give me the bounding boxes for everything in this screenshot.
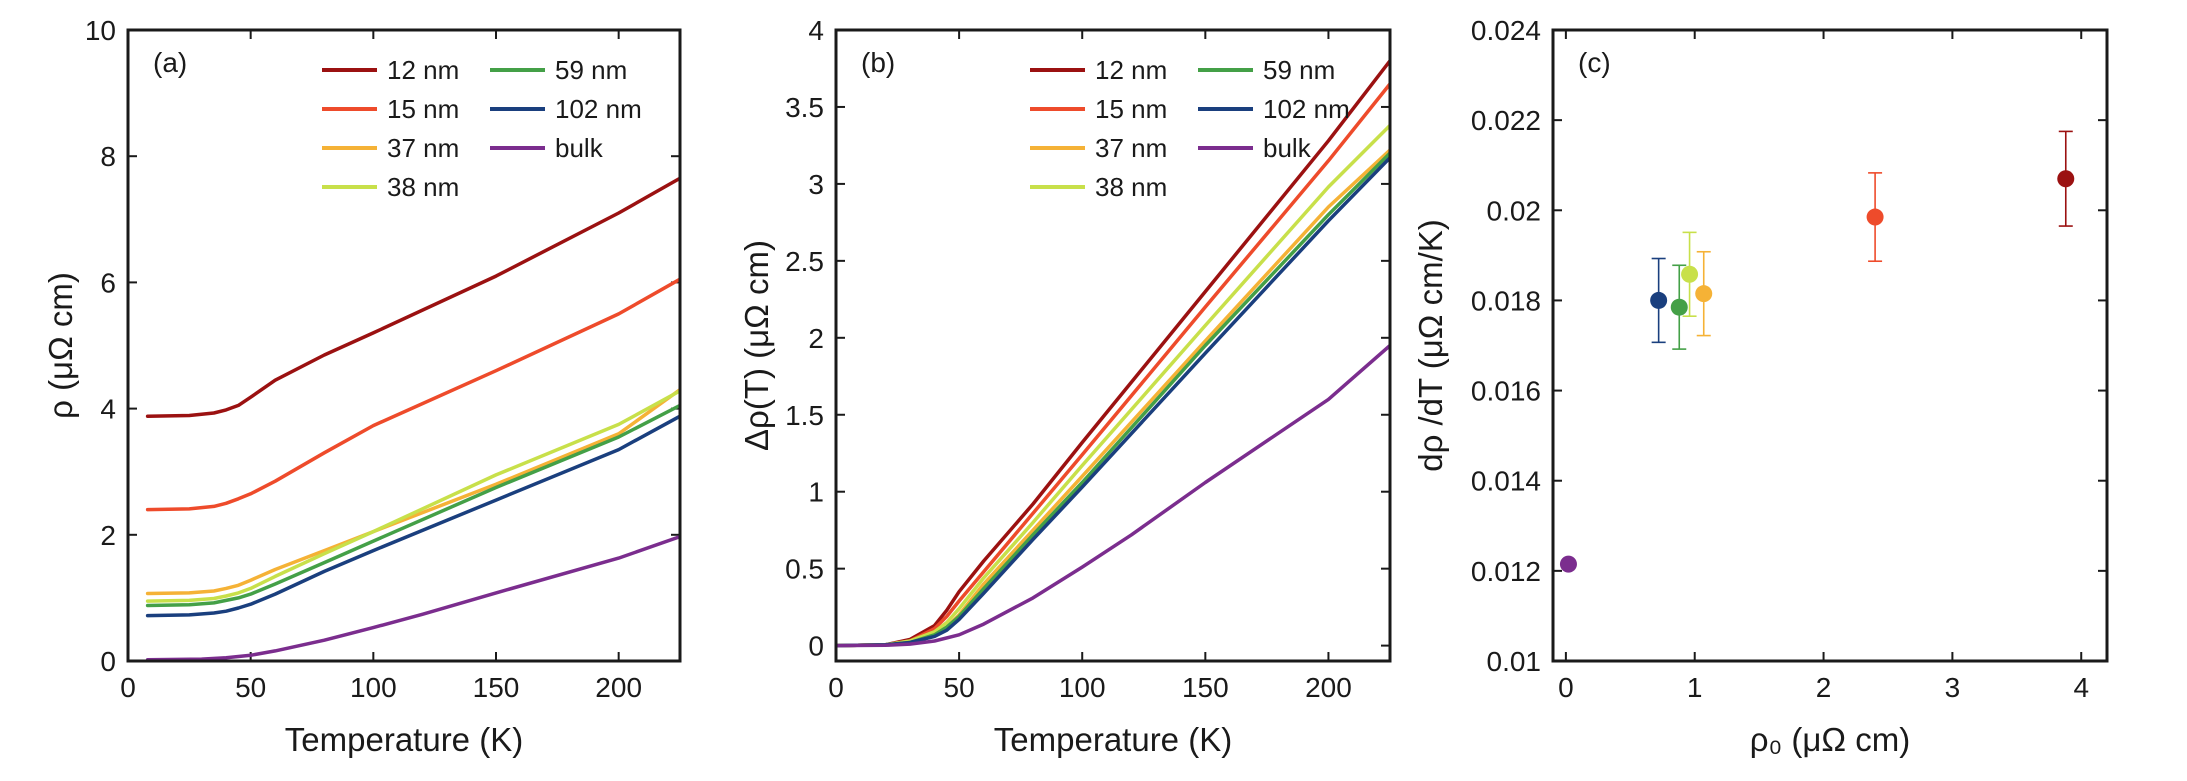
y-tick-label: 2 — [100, 520, 116, 551]
y-tick-label: 8 — [100, 141, 116, 172]
panel-label: (c) — [1578, 47, 1611, 78]
legend-label: 12 nm — [387, 55, 459, 85]
series-line-38-nm — [145, 389, 680, 603]
panel-label: (a) — [153, 47, 187, 78]
panel-label: (b) — [861, 47, 895, 78]
plot-area — [836, 59, 1390, 648]
y-tick-label: 2.5 — [785, 246, 824, 277]
y-tick-label: 0.022 — [1471, 105, 1541, 136]
legend-label: 15 nm — [1095, 94, 1167, 124]
legend-label: 38 nm — [387, 172, 459, 202]
x-tick-label: 200 — [1305, 672, 1352, 703]
y-tick-label: 10 — [85, 15, 116, 46]
series-line-37-nm — [145, 387, 680, 596]
x-tick-label: 0 — [1558, 672, 1574, 703]
series-line-15-nm — [145, 277, 680, 512]
legend-label: 59 nm — [555, 55, 627, 85]
y-axis-label: ρ (μΩ cm) — [42, 272, 79, 419]
x-tick-label: 4 — [2073, 672, 2089, 703]
legend: 12 nm 15 nm 37 nm 38 nm 59 nm 102 nm bulk — [322, 55, 642, 202]
legend-label: bulk — [1263, 133, 1312, 163]
x-tick-label: 200 — [595, 672, 642, 703]
plot-area — [1559, 130, 2075, 573]
y-tick-label: 3.5 — [785, 92, 824, 123]
point-bulk — [1559, 555, 1577, 573]
y-tick-label: 0 — [808, 631, 824, 662]
y-tick-label: 4 — [100, 394, 116, 425]
y-tick-label: 0 — [100, 646, 116, 677]
x-tick-label: 100 — [1059, 672, 1106, 703]
y-axis-label: Δρ(T) (μΩ cm) — [738, 240, 775, 451]
legend-label: 59 nm — [1263, 55, 1335, 85]
point-59-nm — [1670, 298, 1688, 316]
point-15-nm — [1866, 208, 1884, 226]
panel-1: 0 50 100 150 200 0 2 4 6 8 10 (a) Temperature (K) ρ (… — [42, 15, 682, 758]
x-tick-label: 150 — [1182, 672, 1229, 703]
y-tick-label: 0.012 — [1471, 556, 1541, 587]
series-line-38-nm — [836, 123, 1390, 648]
legend-label: bulk — [555, 133, 604, 163]
legend-label: 37 nm — [1095, 133, 1167, 163]
x-axis-label: Temperature (K) — [285, 721, 523, 758]
series-line-bulk — [145, 534, 680, 661]
x-tick-label: 2 — [1816, 672, 1832, 703]
series-line-59-nm — [836, 151, 1390, 648]
y-tick-label: 0.5 — [785, 554, 824, 585]
series-line-12-nm — [145, 176, 680, 418]
series-line-bulk — [836, 343, 1390, 648]
y-tick-label: 0.014 — [1471, 466, 1541, 497]
series-line-59-nm — [145, 403, 680, 608]
legend-label: 12 nm — [1095, 55, 1167, 85]
y-tick-label: 0.02 — [1487, 195, 1542, 226]
y-tick-label: 1.5 — [785, 400, 824, 431]
y-axis-label: dρ /dT (μΩ cm/K) — [1412, 219, 1449, 472]
x-tick-label: 50 — [235, 672, 266, 703]
legend-label: 38 nm — [1095, 172, 1167, 202]
legend-label: 15 nm — [387, 94, 459, 124]
y-tick-label: 6 — [100, 267, 116, 298]
y-tick-label: 3 — [808, 169, 824, 200]
point-37-nm — [1695, 285, 1713, 303]
axes-frame — [126, 28, 682, 663]
panel-3: 0 1 2 3 4 0.01 0.012 0.014 0.016 0.018 0.02 0.022 0.… — [1412, 15, 2109, 758]
point-102-nm — [1650, 291, 1668, 309]
point-12-nm — [2057, 170, 2075, 188]
legend-label: 102 nm — [1263, 94, 1350, 124]
x-tick-label: 0 — [828, 672, 844, 703]
legend: 12 nm 15 nm 37 nm 38 nm 59 nm 102 nm bulk — [1030, 55, 1350, 202]
axes-frame — [1551, 28, 2109, 663]
panel-2: 0 50 100 150 200 0 0.5 1 1.5 2 2.5 3 3.5 4 (b) Temperat… — [738, 15, 1392, 758]
y-tick-label: 0.024 — [1471, 15, 1541, 46]
x-tick-label: 3 — [1945, 672, 1961, 703]
y-tick-label: 0.018 — [1471, 285, 1541, 316]
x-tick-label: 150 — [473, 672, 520, 703]
x-tick-label: 50 — [944, 672, 975, 703]
y-tick-label: 1 — [808, 477, 824, 508]
y-tick-label: 0.016 — [1471, 376, 1541, 407]
axes-frame — [834, 28, 1392, 663]
plot-area — [145, 176, 680, 661]
x-tick-label: 0 — [120, 672, 136, 703]
series-line-102-nm — [145, 414, 680, 618]
y-tick-label: 2 — [808, 323, 824, 354]
y-tick-label: 4 — [808, 15, 824, 46]
x-axis-label: ρ₀ (μΩ cm) — [1750, 721, 1910, 758]
x-tick-label: 1 — [1687, 672, 1703, 703]
legend-label: 102 nm — [555, 94, 642, 124]
legend-label: 37 nm — [387, 133, 459, 163]
x-axis-label: Temperature (K) — [994, 721, 1232, 758]
point-38-nm — [1681, 265, 1699, 283]
y-tick-label: 0.01 — [1487, 646, 1542, 677]
x-tick-label: 100 — [350, 672, 397, 703]
series-line-37-nm — [836, 148, 1390, 648]
